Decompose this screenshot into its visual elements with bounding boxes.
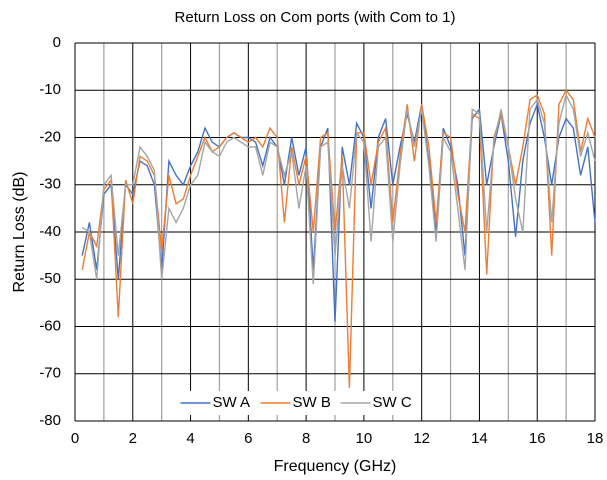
y-axis-label: Return Loss (dB) <box>11 172 28 293</box>
legend-box <box>172 391 418 415</box>
y-tick-label: -30 <box>39 176 61 193</box>
legend-label: SW A <box>213 394 251 411</box>
x-tick-label: 12 <box>413 430 430 447</box>
y-tick-label: -50 <box>39 270 61 287</box>
x-tick-label: 4 <box>186 430 194 447</box>
y-tick-label: -10 <box>39 81 61 98</box>
x-tick-label: 10 <box>356 430 373 447</box>
y-tick-label: -40 <box>39 223 61 240</box>
series-line <box>81 101 596 322</box>
x-tick-label: 6 <box>244 430 252 447</box>
x-tick-label: 16 <box>529 430 546 447</box>
y-tick-label: 0 <box>53 34 61 51</box>
series-line <box>81 93 596 285</box>
y-tick-label: -70 <box>39 365 61 382</box>
x-tick-label: 0 <box>71 430 79 447</box>
x-tick-label: 8 <box>302 430 310 447</box>
x-tick-label: 18 <box>587 430 604 447</box>
y-tick-label: -80 <box>39 412 61 429</box>
legend-label: SW C <box>373 394 412 411</box>
x-tick-label: 14 <box>471 430 488 447</box>
y-tick-label: -20 <box>39 128 61 145</box>
y-tick-label: -60 <box>39 317 61 334</box>
legend-label: SW B <box>293 394 331 411</box>
x-tick-label: 2 <box>129 430 137 447</box>
chart-title: Return Loss on Com ports (with Com to 1) <box>175 9 456 26</box>
legend: SW A SW B SW C <box>172 391 418 415</box>
x-axis-label: Frequency (GHz) <box>274 458 397 475</box>
